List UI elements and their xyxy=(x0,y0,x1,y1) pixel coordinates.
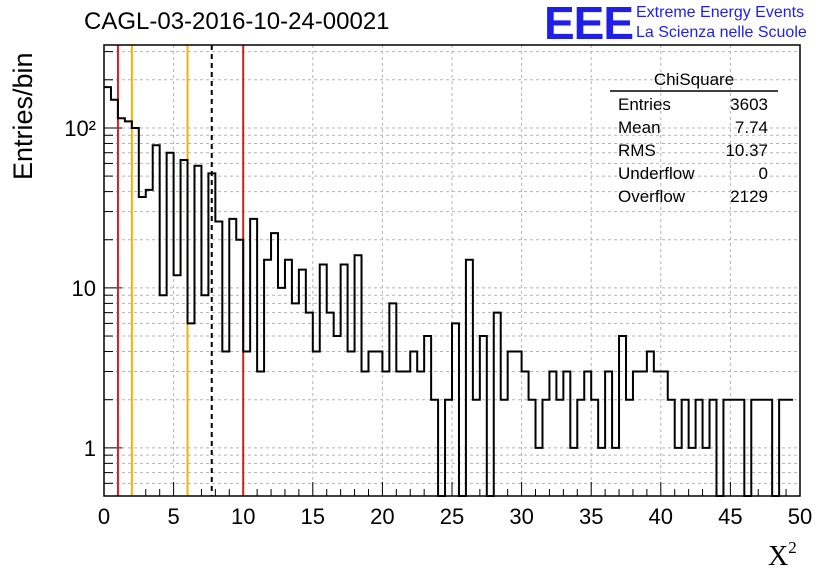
eee-logo: EEE xyxy=(544,0,634,49)
stats-title: ChiSquare xyxy=(654,70,734,89)
histogram-step-line xyxy=(104,86,794,497)
stats-label: Entries xyxy=(618,95,671,114)
stats-label: RMS xyxy=(618,141,656,160)
histogram-title: CAGL-03-2016-10-24-00021 xyxy=(84,8,390,35)
logo-line-1: Extreme Energy Events xyxy=(636,4,805,21)
stats-label: Overflow xyxy=(618,187,686,206)
x-tick-label: 45 xyxy=(718,504,742,529)
stats-box: ChiSquare Entries 3603 Mean 7.74 RMS 10.37 Und… xyxy=(610,70,778,206)
stats-value: 10.37 xyxy=(725,141,768,160)
plot-frame xyxy=(103,44,801,497)
y-tick-label: 1 xyxy=(84,436,96,461)
x-axis-label: X2 xyxy=(768,538,797,572)
logo-line-2: La Scienza nelle Scuole xyxy=(636,24,807,41)
stats-label: Mean xyxy=(618,118,661,137)
stats-value: 2129 xyxy=(730,187,768,206)
x-tick-label: 15 xyxy=(301,504,325,529)
x-tick-label: 30 xyxy=(509,504,533,529)
tick-labels: 0 5 10 15 20 25 30 35 40 45 50 1 10 10² xyxy=(64,116,812,529)
stats-value: 0 xyxy=(759,164,768,183)
y-axis-label: Entries/bin xyxy=(8,52,38,180)
x-tick-label: 35 xyxy=(579,504,603,529)
x-tick-label: 20 xyxy=(370,504,394,529)
stats-value: 7.74 xyxy=(735,118,768,137)
y-tick-label: 10² xyxy=(64,116,96,141)
y-tick-label: 10 xyxy=(72,276,96,301)
reference-lines xyxy=(116,45,245,496)
x-tick-label: 25 xyxy=(440,504,464,529)
x-tick-label: 0 xyxy=(98,504,110,529)
stats-value: 3603 xyxy=(730,95,768,114)
stats-label: Underflow xyxy=(618,164,695,183)
x-tick-label: 40 xyxy=(649,504,673,529)
x-tick-label: 10 xyxy=(231,504,255,529)
x-tick-label: 5 xyxy=(167,504,179,529)
x-tick-label: 50 xyxy=(788,504,812,529)
